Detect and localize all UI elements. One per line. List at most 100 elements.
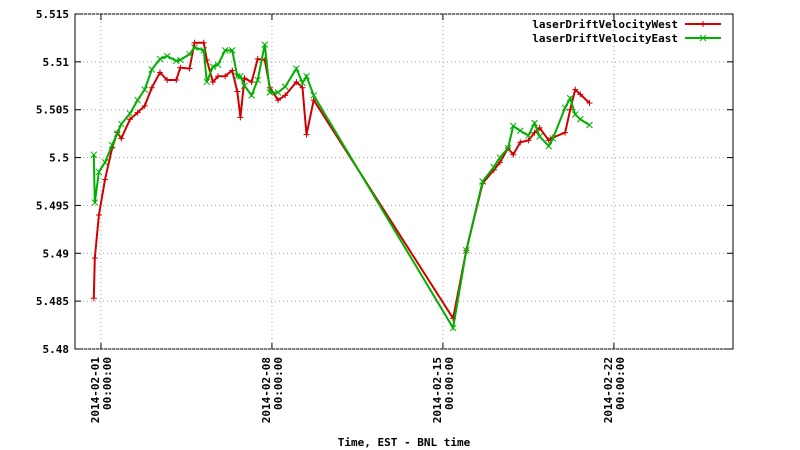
point-marker (509, 122, 517, 130)
point-marker (228, 47, 236, 54)
point-marker (173, 77, 180, 84)
point-marker (91, 255, 98, 262)
point-marker (566, 94, 574, 102)
point-marker (191, 44, 198, 51)
point-marker (490, 163, 498, 171)
point-marker (536, 133, 543, 140)
point-marker (203, 78, 211, 86)
point-marker (186, 50, 193, 58)
point-marker (95, 168, 103, 176)
point-marker (221, 47, 229, 54)
point-marker (567, 106, 574, 113)
point-marker (91, 199, 99, 206)
point-marker (163, 52, 171, 60)
point-marker (95, 212, 102, 218)
point-marker (525, 137, 532, 144)
point-marker (148, 84, 155, 91)
point-marker (525, 132, 532, 139)
point-marker (209, 78, 216, 85)
point-marker (177, 64, 184, 71)
point-marker (126, 116, 133, 123)
point-marker (303, 131, 310, 138)
x-tick-label: 2014-02-01 (89, 357, 102, 424)
series-line (92, 41, 591, 322)
point-marker (237, 114, 244, 121)
point-marker (241, 82, 248, 90)
y-tick-label: 5.515 (36, 8, 69, 21)
point-marker (90, 151, 98, 159)
legend-marker (699, 34, 707, 42)
point-marker (275, 97, 282, 104)
point-marker (102, 176, 109, 183)
point-marker (117, 120, 125, 128)
point-marker (586, 121, 593, 129)
point-marker (90, 295, 97, 302)
point-marker (517, 139, 524, 146)
y-tick-label: 5.495 (36, 199, 69, 212)
point-marker (545, 142, 553, 150)
point-marker (248, 78, 255, 85)
point-marker (516, 127, 524, 135)
y-tick-label: 5.485 (36, 295, 69, 308)
point-marker (577, 91, 584, 98)
y-tick-label: 5.48 (43, 343, 70, 356)
point-marker (310, 92, 318, 99)
y-tick-label: 5.505 (36, 104, 69, 117)
x-tick-label: 00:00:00 (614, 357, 627, 410)
point-marker (214, 73, 221, 80)
plot-frame (74, 13, 734, 350)
point-marker (549, 135, 557, 142)
point-marker (172, 57, 180, 65)
point-marker (274, 89, 282, 96)
point-marker (531, 129, 538, 136)
point-marker (254, 55, 261, 62)
point-marker (293, 78, 300, 85)
point-marker (536, 124, 543, 131)
point-marker (299, 79, 306, 87)
point-marker (479, 178, 486, 185)
point-marker (254, 76, 262, 84)
point-marker (141, 102, 148, 109)
point-marker (248, 92, 255, 99)
point-marker (156, 69, 163, 76)
point-marker (510, 151, 517, 158)
point-marker (134, 109, 141, 116)
point-marker (303, 72, 310, 80)
point-marker (233, 72, 241, 80)
point-marker (214, 61, 222, 69)
legend-marker (700, 21, 706, 27)
point-marker (156, 55, 164, 63)
point-marker (266, 89, 274, 96)
point-marker (237, 72, 244, 80)
point-marker (572, 86, 579, 93)
point-marker (562, 129, 569, 136)
point-marker (141, 86, 149, 93)
point-marker (462, 247, 470, 254)
point-marker (191, 39, 198, 46)
y-tick-label: 5.5 (49, 152, 69, 165)
point-marker (126, 110, 134, 117)
point-marker (164, 77, 171, 84)
x-tick-label: 2014-02-22 (602, 357, 615, 423)
point-marker (186, 65, 193, 72)
x-tick-label: 2014-02-08 (260, 357, 273, 423)
point-marker (261, 41, 269, 48)
series-line (92, 44, 591, 331)
point-marker (504, 144, 512, 152)
legend-label: laserDriftVelocityWest (532, 18, 678, 31)
point-marker (222, 73, 229, 80)
point-marker (531, 119, 538, 127)
legend-label: laserDriftVelocityEast (532, 32, 678, 45)
point-marker (209, 63, 217, 70)
x-axis-title: Time, EST - BNL time (338, 436, 471, 449)
point-marker (281, 83, 289, 91)
point-marker (108, 141, 116, 149)
x-tick-label: 00:00:00 (272, 357, 285, 410)
point-marker (200, 47, 208, 54)
point-marker (113, 130, 121, 137)
x-tick-label: 2014-02-15 (431, 357, 444, 423)
point-marker (118, 135, 125, 142)
point-marker (234, 88, 241, 95)
point-marker (449, 324, 457, 332)
